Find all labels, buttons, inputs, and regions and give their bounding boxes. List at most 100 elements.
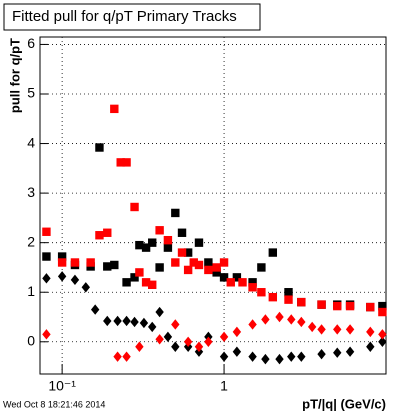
diamond-marker bbox=[333, 324, 342, 335]
square-marker bbox=[183, 265, 193, 275]
diamond-marker bbox=[122, 315, 131, 327]
square-marker bbox=[189, 258, 198, 267]
square-marker bbox=[103, 262, 112, 271]
y-tick-label: 5 bbox=[27, 85, 35, 101]
square-marker bbox=[248, 278, 257, 287]
square-marker bbox=[135, 240, 144, 250]
square-marker bbox=[57, 258, 67, 267]
square-marker bbox=[257, 288, 266, 297]
square-marker bbox=[345, 301, 355, 311]
diamond-marker bbox=[81, 282, 90, 293]
square-marker bbox=[238, 278, 247, 287]
diamond-marker bbox=[378, 336, 387, 347]
diamond-marker bbox=[232, 346, 242, 357]
diamond-marker bbox=[307, 321, 317, 333]
square-marker bbox=[171, 258, 180, 267]
diamond-marker bbox=[317, 324, 326, 335]
diamond-marker bbox=[219, 351, 229, 362]
diamond-marker bbox=[366, 326, 375, 338]
square-marker bbox=[95, 231, 104, 240]
square-marker bbox=[268, 292, 278, 302]
square-marker bbox=[177, 228, 187, 237]
y-tick-label: 3 bbox=[27, 184, 35, 200]
diamond-marker bbox=[148, 321, 157, 333]
y-tick-label: 2 bbox=[27, 233, 35, 249]
square-marker bbox=[194, 260, 204, 270]
x-tick-label: 10⁻¹ bbox=[48, 378, 76, 394]
diamond-marker bbox=[345, 346, 355, 357]
diamond-marker bbox=[130, 316, 139, 328]
title-box bbox=[3, 3, 261, 31]
square-marker bbox=[212, 268, 221, 277]
diamond-marker bbox=[103, 315, 112, 327]
square-marker bbox=[130, 273, 139, 282]
square-marker bbox=[130, 202, 139, 212]
square-marker bbox=[42, 227, 51, 236]
diamond-marker bbox=[155, 306, 164, 318]
diamond-marker bbox=[204, 336, 213, 347]
diamond-marker bbox=[113, 351, 122, 362]
diamond-marker bbox=[171, 319, 180, 330]
y-tick-label: 0 bbox=[27, 332, 35, 348]
square-marker bbox=[103, 228, 112, 237]
square-marker bbox=[257, 263, 266, 272]
square-marker bbox=[219, 273, 229, 282]
diamond-marker bbox=[333, 347, 342, 358]
square-marker bbox=[135, 268, 144, 277]
square-marker bbox=[163, 243, 173, 252]
diamond-marker bbox=[163, 331, 173, 343]
square-marker bbox=[86, 258, 95, 267]
square-marker bbox=[232, 273, 242, 282]
plot-frame bbox=[39, 36, 387, 375]
square-marker bbox=[268, 248, 278, 257]
square-marker bbox=[171, 208, 180, 218]
square-marker bbox=[141, 243, 151, 252]
y-tick-label: 4 bbox=[27, 134, 35, 150]
chart-title: Fitted pull for q/pT Primary Tracks bbox=[12, 8, 237, 25]
square-marker bbox=[194, 238, 204, 247]
diamond-marker bbox=[155, 334, 164, 345]
diamond-marker bbox=[232, 326, 242, 338]
square-marker bbox=[95, 143, 104, 152]
diamond-marker bbox=[297, 351, 306, 362]
diamond-marker bbox=[171, 341, 180, 352]
square-marker bbox=[212, 263, 221, 272]
diamond-marker bbox=[275, 311, 284, 323]
diamond-marker bbox=[113, 315, 122, 327]
diamond-marker bbox=[261, 314, 270, 325]
square-marker bbox=[284, 295, 293, 304]
square-marker bbox=[219, 258, 229, 267]
diamond-marker bbox=[378, 329, 387, 340]
square-marker bbox=[70, 258, 80, 267]
square-marker bbox=[226, 278, 235, 287]
diamond-marker bbox=[219, 331, 229, 343]
diamond-marker bbox=[248, 351, 257, 362]
square-marker bbox=[110, 260, 119, 270]
square-marker bbox=[284, 288, 293, 297]
square-marker bbox=[155, 263, 164, 272]
square-marker bbox=[297, 297, 306, 307]
diamond-marker bbox=[317, 348, 326, 360]
square-marker bbox=[148, 280, 157, 289]
diamond-marker bbox=[183, 336, 193, 347]
diamond-marker bbox=[287, 314, 296, 325]
square-marker bbox=[122, 158, 131, 167]
diamond-marker bbox=[57, 271, 67, 282]
square-marker bbox=[141, 278, 151, 287]
square-marker bbox=[366, 302, 375, 312]
diamond-marker bbox=[297, 316, 306, 328]
square-marker bbox=[155, 226, 164, 235]
square-marker bbox=[110, 104, 119, 114]
diamond-marker bbox=[261, 353, 270, 365]
y-tick-label: 1 bbox=[27, 283, 35, 299]
square-marker bbox=[116, 158, 125, 167]
diamond-marker bbox=[248, 319, 257, 330]
diamond-marker bbox=[90, 304, 100, 315]
square-marker bbox=[122, 278, 131, 287]
diamond-marker bbox=[42, 329, 51, 340]
footer: Wed Oct 8 18:21:46 2014 bbox=[3, 399, 105, 409]
diamond-marker bbox=[139, 317, 149, 329]
diamond-marker bbox=[287, 351, 296, 362]
square-marker bbox=[333, 301, 342, 311]
